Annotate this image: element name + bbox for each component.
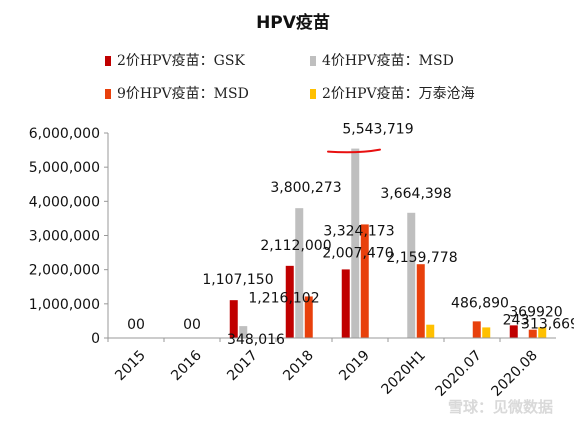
legend-label: 9价HPV疫苗：MSD [117,86,249,102]
x-axis: 2015 2016 2017 2018 2019 2020H1 2020.07 2020.08 [107,337,556,400]
data-label: 00 [127,317,145,333]
data-label: 1,107,150 [202,272,273,288]
legend-swatch [105,56,111,66]
y-tick-label: 5,000,000 [29,160,100,176]
bar [482,327,491,338]
data-label: 2,007,470 [322,245,393,261]
bar [472,321,481,338]
y-tick-label: 6,000,000 [29,126,100,142]
bar [351,148,360,338]
data-label: 348,016 [227,332,285,348]
y-tick-label: 1,000,000 [29,297,100,313]
y-tick-label: 4,000,000 [29,194,100,210]
bar [407,212,416,338]
bar [426,324,435,338]
legend-label: 2价HPV疫苗：万泰沧海 [322,85,475,102]
legend-swatch [310,89,316,99]
bar [509,325,518,338]
data-label: 1,216,102 [248,290,319,306]
x-tick-label: 2019 [336,348,373,385]
y-tick-label: 3,000,000 [29,229,100,245]
x-tick-label: 2015 [112,348,149,385]
legend-swatch [310,56,316,66]
bar [416,264,425,338]
data-label: 369920 [509,304,562,320]
data-label: 5,543,719 [342,122,413,138]
bar [285,265,294,338]
chart-title: HPV疫苗 [256,12,330,33]
legend: 2价HPV疫苗：GSK 4价HPV疫苗：MSD 9价HPV疫苗：MSD 2价HPV疫苗… [105,53,475,102]
x-tick-label: 2016 [168,347,205,384]
x-tick-label: 2020H1 [379,348,429,398]
highlight-underline [327,148,381,154]
x-tick-label: 2020.07 [433,348,485,400]
data-label: 00 [183,317,201,333]
y-tick-label: 2,000,000 [29,263,100,279]
bar [341,269,350,338]
data-labels: 00 00 1,107,150 348,016 3,800,273 2,112,000 1,… [127,122,574,349]
data-label: 243 [503,313,530,329]
legend-label: 2价HPV疫苗：GSK [117,53,245,69]
data-label: 2,159,778 [386,250,457,266]
bar [528,329,537,338]
bar [360,224,369,338]
bar [295,208,304,338]
data-label: 313,669 [521,316,574,332]
data-label: 2,112,000 [260,238,331,254]
bar [239,326,248,338]
bar [538,327,547,338]
y-axis: 0 1,000,000 2,000,000 3,000,000 4,000,000 5,0… [29,126,109,347]
y-tick-label: 0 [91,331,100,347]
legend-label: 4价HPV疫苗：MSD [322,53,454,69]
data-label: 3,324,173 [323,223,394,239]
data-label: 486,890 [451,295,509,311]
bars [229,148,547,338]
data-label: 3,664,398 [380,186,451,202]
x-tick-label: 2020.08 [489,348,541,400]
x-tick-label: 2017 [224,348,261,385]
x-tick-label: 2018 [280,348,317,385]
bar [229,300,238,338]
bar [304,296,313,338]
watermark: 雪球：见微数据 [448,398,553,416]
data-label: 3,800,273 [270,180,341,196]
legend-swatch [105,89,111,99]
